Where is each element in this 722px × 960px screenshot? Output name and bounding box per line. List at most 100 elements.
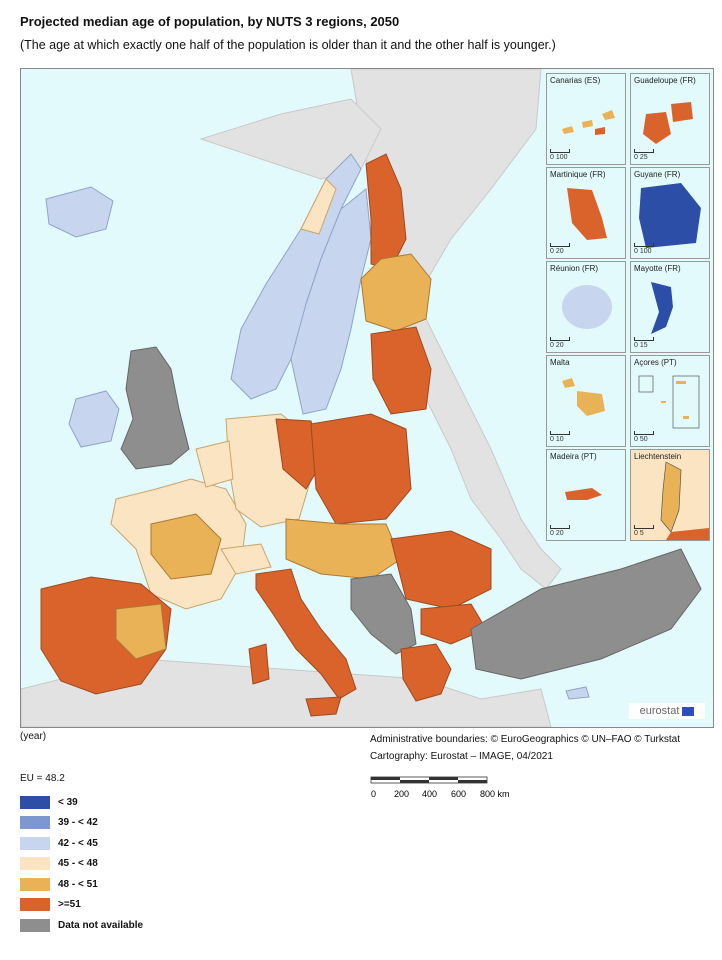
inset-canarias: Canarias (ES) 0 100 [546, 73, 626, 165]
inset-label: Réunion (FR) [550, 264, 599, 273]
inset-acores: Açores (PT) 0 50 [630, 355, 710, 447]
poland-region [310, 413, 412, 525]
greece-region [400, 643, 452, 702]
legend-label: 48 - < 51 [58, 878, 98, 890]
inset-scale: 0 5 [634, 525, 654, 537]
inset-scale: 0 15 [634, 337, 654, 349]
norway-region [230, 153, 362, 400]
legend-swatch [20, 918, 50, 932]
scale-tick: 600 [451, 789, 466, 799]
legend-item: 39 - < 42 [20, 813, 143, 834]
inset-label: Açores (PT) [634, 358, 677, 367]
inset-map [651, 282, 673, 334]
inset-map [565, 488, 602, 500]
italy-region [255, 568, 357, 700]
inset-label: Madeira (PT) [550, 452, 597, 461]
scale-tick: 200 [394, 789, 409, 799]
sweden-region [290, 188, 372, 415]
ireland-region [68, 390, 120, 448]
non-eu-land [350, 69, 562, 590]
northern-coast-land [199, 98, 382, 180]
legend-item: 48 - < 51 [20, 874, 143, 895]
legend-item: >=51 [20, 895, 143, 916]
sicily-region [305, 696, 342, 717]
inset-map [562, 285, 612, 329]
inset-guyane: Guyane (FR) 0 100 [630, 167, 710, 259]
inset-madeira: Madeira (PT) 0 20 [546, 449, 626, 541]
europe-map [21, 69, 702, 727]
inset-scale: 0 20 [550, 525, 570, 537]
inset-scale: 0 100 [634, 243, 654, 255]
iceland-region [45, 186, 114, 238]
legend-label: >=51 [58, 899, 81, 911]
legend-item: 45 - < 48 [20, 854, 143, 875]
inset-martinique: Martinique (FR) 0 20 [546, 167, 626, 259]
east-germany-region [275, 418, 322, 490]
logo-text: eurostat [639, 705, 680, 717]
scale-tick: 0 [371, 789, 376, 799]
france-central-region [150, 513, 222, 580]
legend-swatch [20, 877, 50, 891]
uk-region [120, 346, 190, 470]
eurostat-logo: eurostat [629, 703, 705, 719]
inset-map [639, 183, 701, 248]
map-subtitle: (The age at which exactly one half of th… [20, 38, 556, 52]
unit-label: (year) [20, 731, 47, 742]
north-africa-land [21, 658, 552, 727]
legend-label: 42 - < 45 [58, 837, 98, 849]
inset-malta: Malta 0 10 [546, 355, 626, 447]
bulgaria-region [420, 603, 487, 645]
finland-south-region [360, 253, 432, 332]
scale-bar: 0 200 400 600 800 km [370, 776, 510, 799]
switzerland-region [220, 543, 272, 575]
inset-label: Mayotte (FR) [634, 264, 681, 273]
inset-label: Martinique (FR) [550, 170, 606, 179]
inset-scale: 0 20 [550, 337, 570, 349]
credits: Administrative boundaries: © EuroGeograp… [370, 731, 680, 765]
spain-east-region [115, 603, 167, 660]
legend: < 39 39 - < 42 42 - < 45 45 - < 48 48 - … [20, 792, 143, 936]
legend-swatch [20, 816, 50, 830]
inset-map [567, 188, 607, 240]
sardinia-region [248, 643, 270, 685]
inset-map [660, 461, 709, 540]
central-europe-region [285, 518, 402, 580]
inset-label: Liechtenstein [634, 452, 682, 461]
map-title: Projected median age of population, by N… [20, 14, 400, 29]
inset-label: Canarias (ES) [550, 76, 601, 85]
scale-tick: 800 km [480, 789, 510, 799]
cyprus-region [565, 686, 590, 700]
inset-map [638, 375, 700, 429]
inset-mayotte: Mayotte (FR) 0 15 [630, 261, 710, 353]
inset-scale: 0 100 [550, 149, 570, 161]
romania-region [390, 530, 492, 610]
benelux-region [195, 440, 234, 488]
inset-map [562, 110, 615, 135]
inset-liechtenstein: Liechtenstein 0 5 [630, 449, 710, 541]
legend-item: Data not available [20, 915, 143, 936]
inset-map [562, 378, 605, 416]
credits-line-2: Cartography: Eurostat – IMAGE, 04/2021 [370, 751, 553, 762]
inset-label: Malta [550, 358, 570, 367]
turkey-region [470, 548, 702, 680]
legend-swatch [20, 795, 50, 809]
baltics-region [370, 326, 432, 415]
legend-swatch [20, 898, 50, 912]
legend-swatch [20, 836, 50, 850]
inset-guadeloupe: Guadeloupe (FR) 0 25 [630, 73, 710, 165]
legend-label: Data not available [58, 919, 144, 931]
finland-north-region [365, 153, 407, 270]
inset-scale: 0 20 [550, 243, 570, 255]
credits-line-1: Administrative boundaries: © EuroGeograp… [370, 734, 681, 745]
inset-label: Guyane (FR) [634, 170, 681, 179]
inset-map [643, 102, 693, 144]
scale-tick: 400 [422, 789, 437, 799]
legend-label: < 39 [58, 796, 78, 808]
eu-flag-icon [682, 706, 695, 716]
map-area: Canarias (ES) 0 100 Guadeloupe (FR) 0 25… [20, 68, 714, 728]
legend-swatch [20, 857, 50, 871]
legend-label: 39 - < 42 [58, 817, 98, 829]
legend-item: < 39 [20, 792, 143, 813]
legend-label: 45 - < 48 [58, 858, 98, 870]
eu-average: EU = 48.2 [20, 773, 65, 784]
